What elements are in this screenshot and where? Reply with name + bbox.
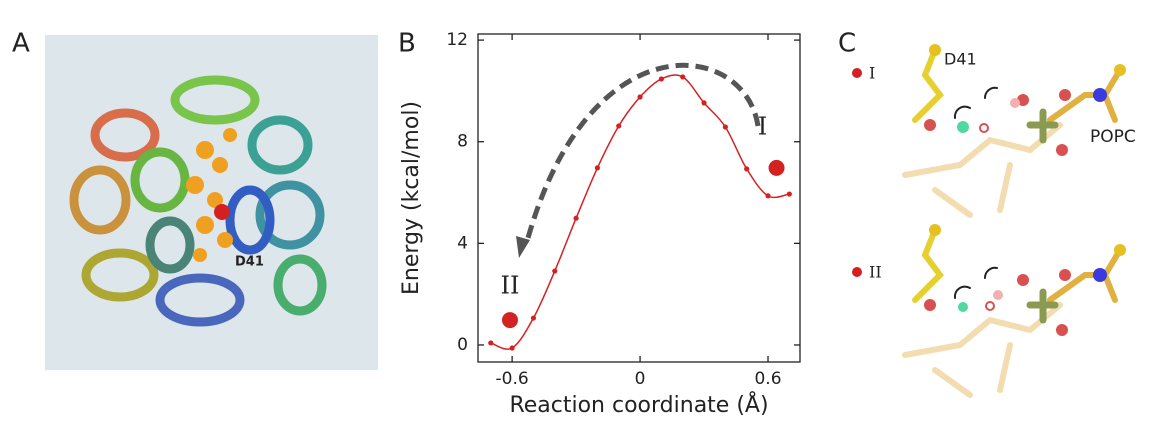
panel-label: C xyxy=(838,29,856,59)
data-point xyxy=(658,76,664,82)
data-point xyxy=(637,94,643,100)
state-marker xyxy=(501,312,518,329)
data-point xyxy=(552,268,558,274)
x-tick-label: -0.6 xyxy=(496,369,529,389)
residue-label: D41 xyxy=(944,50,977,69)
data-point xyxy=(786,191,792,197)
panel-label: A xyxy=(12,29,30,59)
residue-label: D41 xyxy=(235,255,264,270)
data-point xyxy=(530,315,537,321)
y-tick-label: 4 xyxy=(457,233,468,253)
protein-image xyxy=(45,35,378,370)
reaction-arrow xyxy=(525,62,761,239)
y-tick-label: 12 xyxy=(446,30,468,50)
x-axis-label: Reaction coordinate (Å) xyxy=(509,391,768,418)
data-point xyxy=(488,340,494,346)
data-point xyxy=(701,100,707,106)
data-point xyxy=(680,74,686,80)
y-axis-label: Energy (kcal/mol) xyxy=(399,101,424,295)
state-label: II xyxy=(501,272,520,300)
data-point xyxy=(594,165,601,171)
lipid-label: POPC xyxy=(1090,127,1136,147)
x-tick-label: 0 xyxy=(635,369,646,389)
data-point xyxy=(616,123,622,129)
arrow-head xyxy=(516,236,530,258)
data-point xyxy=(573,215,579,221)
state-marker xyxy=(768,159,785,176)
plot-frame xyxy=(477,33,801,363)
state-label: I xyxy=(869,64,875,83)
y-tick-label: 8 xyxy=(457,132,468,152)
x-tick-label: 0.6 xyxy=(754,369,781,389)
data-point xyxy=(722,124,728,130)
y-tick-label: 0 xyxy=(457,335,468,355)
panel-label: B xyxy=(398,29,416,59)
data-point xyxy=(744,166,750,172)
structure-image xyxy=(852,44,1126,398)
data-point xyxy=(765,193,771,199)
data-point xyxy=(509,345,515,351)
state-label: II xyxy=(869,263,882,282)
state-label: I xyxy=(758,112,767,140)
